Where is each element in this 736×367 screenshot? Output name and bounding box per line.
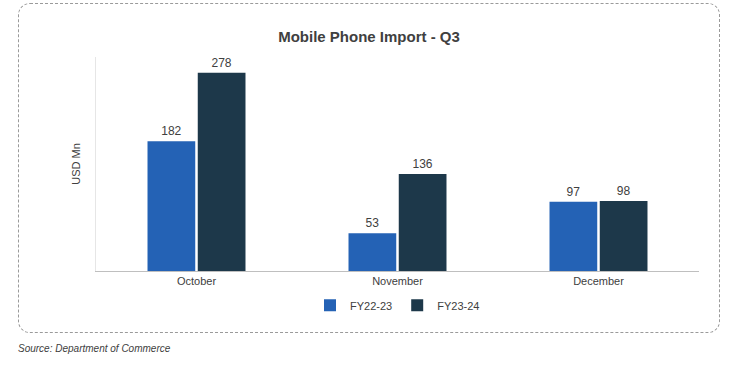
svg-text:182: 182 xyxy=(161,124,181,138)
svg-text:97: 97 xyxy=(567,185,581,199)
svg-text:December: December xyxy=(573,275,624,287)
svg-text:October: October xyxy=(177,275,216,287)
svg-text:USD Mn: USD Mn xyxy=(70,143,82,185)
svg-text:Mobile Phone Import - Q3: Mobile Phone Import - Q3 xyxy=(278,28,460,45)
svg-text:FY22-23: FY22-23 xyxy=(350,300,392,312)
svg-text:278: 278 xyxy=(211,56,231,70)
svg-text:FY23-24: FY23-24 xyxy=(437,300,479,312)
svg-text:53: 53 xyxy=(366,216,380,230)
svg-text:136: 136 xyxy=(412,157,432,171)
svg-text:98: 98 xyxy=(617,184,631,198)
html-text:Source: Department of Commerce: Source: Department of Commerce xyxy=(18,343,171,354)
svg-text:November: November xyxy=(372,275,423,287)
